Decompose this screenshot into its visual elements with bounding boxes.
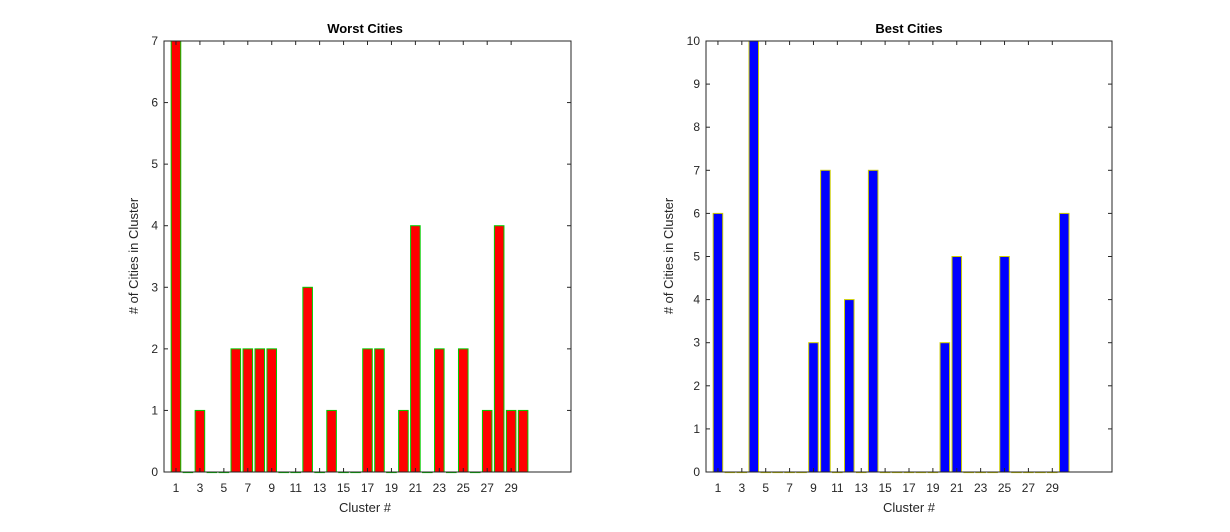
y-tick-label: 4 — [151, 219, 158, 233]
bar — [808, 342, 819, 473]
y-tick-label: 7 — [151, 34, 158, 48]
x-tick-label: 15 — [337, 481, 351, 495]
bar — [505, 409, 517, 473]
x-tick-label: 23 — [433, 481, 447, 495]
y-tick-label: 1 — [693, 422, 700, 436]
y-tick-label: 2 — [693, 379, 700, 393]
bar — [939, 342, 951, 473]
y-axis-label: # of Cities in Cluster — [661, 197, 676, 314]
y-tick-label: 2 — [151, 342, 158, 356]
bar — [266, 348, 278, 473]
bar — [1058, 212, 1070, 473]
y-tick-label: 1 — [151, 403, 158, 417]
bar — [457, 348, 469, 473]
x-tick-label: 7 — [786, 481, 793, 495]
bar — [170, 40, 182, 473]
y-tick-label: 5 — [693, 250, 700, 264]
x-tick-label: 7 — [244, 481, 251, 495]
bar — [493, 225, 505, 473]
best-cities-chart: Best Cities Cluster # # of Cities in Clu… — [661, 21, 1113, 515]
y-tick-label: 0 — [151, 465, 158, 479]
x-tick-label: 13 — [313, 481, 327, 495]
x-tick-label: 17 — [361, 481, 375, 495]
bar — [712, 212, 724, 473]
x-tick-label: 25 — [998, 481, 1012, 495]
bar — [820, 169, 831, 473]
x-tick-label: 21 — [950, 481, 964, 495]
x-tick-label: 1 — [173, 481, 180, 495]
bar — [844, 299, 855, 473]
x-tick-label: 9 — [268, 481, 275, 495]
x-tick-label: 25 — [457, 481, 471, 495]
chart-title: Best Cities — [875, 21, 942, 36]
bar — [867, 169, 879, 473]
x-tick-label: 29 — [504, 481, 518, 495]
bar — [362, 348, 373, 473]
x-tick-label: 11 — [289, 481, 302, 495]
y-tick-label: 3 — [693, 336, 700, 350]
bar — [748, 40, 760, 473]
x-tick-label: 3 — [197, 481, 204, 495]
x-tick-label: 17 — [902, 481, 916, 495]
bar — [434, 348, 445, 473]
bar — [302, 286, 313, 473]
x-tick-label: 1 — [715, 481, 722, 495]
y-tick-label: 0 — [693, 465, 700, 479]
x-tick-label: 3 — [738, 481, 745, 495]
x-tick-label: 15 — [878, 481, 892, 495]
chart-title: Worst Cities — [327, 21, 403, 36]
worst-cities-chart: Worst Cities Cluster # # of Cities in Cl… — [126, 21, 572, 515]
bar — [410, 225, 421, 473]
bar — [326, 409, 337, 473]
x-tick-label: 27 — [1022, 481, 1036, 495]
y-tick-label: 3 — [151, 280, 158, 294]
y-tick-label: 6 — [151, 96, 158, 110]
bar — [254, 348, 266, 473]
x-tick-label: 29 — [1046, 481, 1060, 495]
axes-frame — [705, 40, 1113, 473]
y-tick-label: 8 — [693, 120, 700, 134]
bar — [951, 256, 963, 473]
x-tick-label: 19 — [385, 481, 399, 495]
x-tick-label: 5 — [221, 481, 228, 495]
bar — [481, 409, 493, 473]
bar — [242, 348, 254, 473]
bar — [398, 409, 409, 473]
bar — [374, 348, 385, 473]
x-tick-label: 11 — [831, 481, 844, 495]
x-tick-label: 13 — [855, 481, 869, 495]
x-tick-label: 21 — [409, 481, 423, 495]
bar — [517, 409, 529, 473]
y-tick-label: 10 — [687, 34, 701, 48]
x-axis-label: Cluster # — [883, 500, 936, 515]
y-tick-label: 9 — [693, 77, 700, 91]
x-axis-label: Cluster # — [339, 500, 392, 515]
bar — [230, 348, 242, 473]
y-tick-label: 7 — [693, 163, 700, 177]
y-axis-label: # of Cities in Cluster — [126, 197, 141, 314]
x-tick-label: 27 — [481, 481, 495, 495]
x-tick-label: 19 — [926, 481, 940, 495]
x-tick-label: 23 — [974, 481, 988, 495]
y-tick-label: 6 — [693, 206, 700, 220]
y-tick-label: 4 — [693, 293, 700, 307]
x-tick-label: 5 — [762, 481, 769, 495]
y-tick-label: 5 — [151, 157, 158, 171]
x-tick-label: 9 — [810, 481, 817, 495]
bar — [194, 409, 206, 473]
bar — [999, 256, 1010, 473]
